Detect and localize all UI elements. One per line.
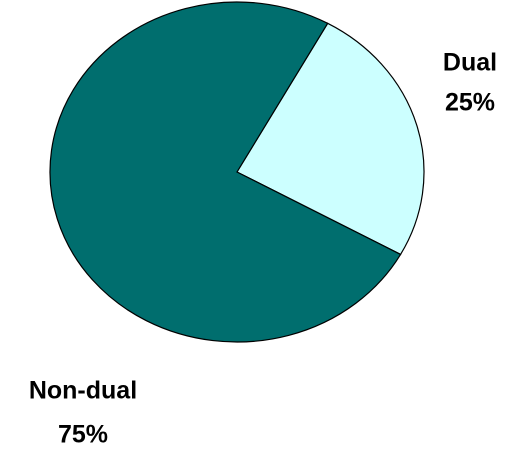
slice-label: Non-dual — [29, 377, 137, 405]
pie-slice — [236, 22, 425, 256]
slice-value-label: 75% — [58, 421, 108, 449]
slice-value-label: 25% — [445, 89, 495, 117]
pie-slice — [49, 1, 402, 343]
slice-label: Dual — [443, 49, 497, 77]
